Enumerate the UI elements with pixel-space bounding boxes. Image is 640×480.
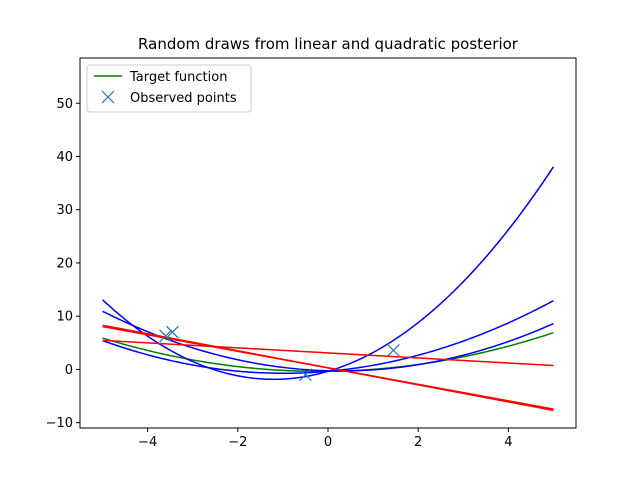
series-line-quadratic-draw-1 — [103, 167, 554, 380]
x-tick-label: 2 — [414, 435, 422, 450]
y-tick-label: 50 — [56, 97, 73, 112]
plot-frame — [80, 58, 576, 428]
legend: Target function Observed points — [87, 65, 251, 112]
observed-point-marker — [387, 344, 399, 356]
series-line-linear-draw-3 — [103, 340, 554, 365]
y-tick-label: 30 — [56, 203, 73, 218]
y-tick-label: 10 — [56, 310, 73, 325]
x-axis: −4 −2 0 2 4 — [138, 428, 512, 450]
chart-title: Random draws from linear and quadratic p… — [138, 35, 519, 53]
series-line-linear-draw-2 — [103, 327, 554, 410]
y-tick-label: 20 — [56, 256, 73, 271]
observed-point-marker — [166, 326, 178, 338]
legend-label-target: Target function — [129, 70, 227, 85]
x-tick-label: 0 — [324, 435, 332, 450]
x-tick-label: −4 — [138, 435, 157, 450]
y-axis: −10 0 10 20 30 40 50 — [46, 97, 80, 431]
series-layer — [103, 167, 554, 411]
legend-label-observed: Observed points — [130, 91, 237, 106]
x-tick-label: −2 — [228, 435, 247, 450]
y-tick-label: 40 — [56, 150, 73, 165]
x-tick-label: 4 — [504, 435, 512, 450]
y-tick-label: 0 — [65, 363, 73, 378]
y-tick-label: −10 — [46, 416, 73, 431]
